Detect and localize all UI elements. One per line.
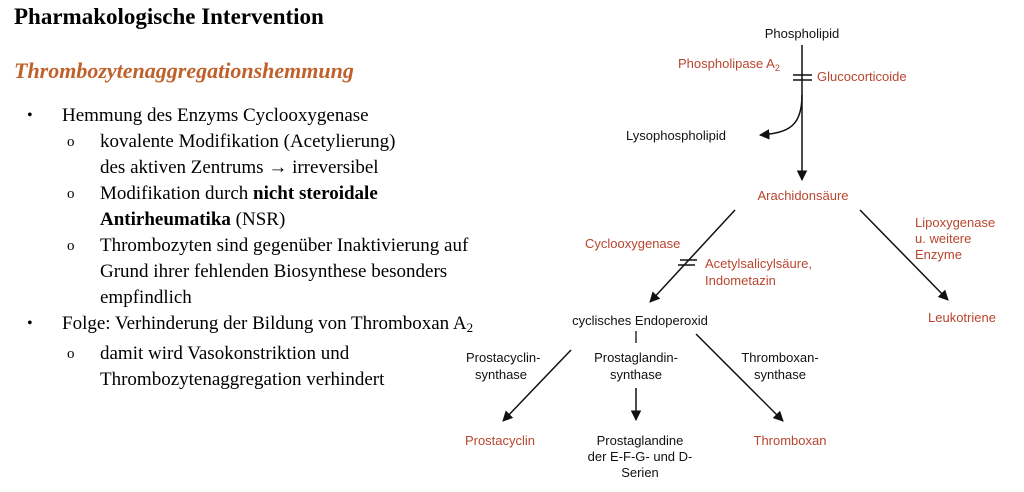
arachidonic-acid-pathway-diagram: Phospholipid Phospholipase A2 Glucocorti… (465, 26, 996, 480)
list-item-text: Folge: Verhinderung der Bildung von Thro… (62, 313, 467, 334)
bullet-list: • Hemmung des Enzyms Cyclooxygenase o ko… (14, 103, 504, 393)
arrow-right-icon: → (268, 157, 288, 178)
node-arachidonsaeure: Arachidonsäure (757, 188, 848, 203)
inhibitor-glucocorticoide: Glucocorticoide (817, 69, 907, 84)
node-endoperoxid: cyclisches Endoperoxid (572, 313, 708, 328)
arrow-to-prostacyclin (502, 349, 572, 422)
list-item-text: kovalente Modifikation (Acetylierung) (100, 131, 396, 152)
section-subtitle: Thrombozytenaggregationshemmung (14, 58, 354, 83)
enzyme-prostaglandin-synthase: Prostaglandin- (594, 350, 678, 365)
sub-list-item: o Thrombozyten sind gegenüber Inaktivier… (14, 233, 504, 311)
sub-list-item: o Modifikation durch nicht steroidale An… (14, 181, 504, 233)
node-prostacyclin: Prostacyclin (465, 433, 535, 448)
sub-list-item: o damit wird Vasokonstriktion und Thromb… (14, 341, 504, 393)
enzyme-thromboxan-synthase: synthase (754, 367, 806, 382)
list-item: • Folge: Verhinderung der Bildung von Th… (14, 311, 504, 341)
page-title: Pharmakologische Intervention (14, 4, 324, 29)
list-item-text: irreversibel (292, 157, 379, 178)
node-prostaglandine: Serien (621, 465, 659, 480)
list-item-text: Thrombozyten sind gegenüber Inaktivierun… (100, 235, 469, 308)
list-item-text: Hemmung des Enzyms Cyclooxygenase (62, 105, 369, 126)
enzyme-prostaglandin-synthase: synthase (610, 367, 662, 382)
node-thromboxan: Thromboxan (754, 433, 827, 448)
list-item-text: des aktiven Zentrums (100, 157, 264, 178)
enzyme-prostacyclin-synthase: Prostacyclin- (466, 350, 540, 365)
bullet-marker: • (27, 315, 33, 332)
subscript: 2 (466, 320, 474, 335)
arrow-to-leukotriene (859, 209, 949, 301)
list-item-text: (NSR) (235, 209, 286, 230)
sub-list-item: o kovalente Modifikation (Acetylierung) … (14, 129, 504, 181)
arrow-to-lysophospholipid (758, 94, 803, 140)
sub-bullet-marker: o (67, 238, 75, 254)
enzyme-lipoxygenase: Enzyme (915, 247, 962, 262)
enzyme-thromboxan-synthase: Thromboxan- (741, 350, 818, 365)
enzyme-lipoxygenase: Lipoxygenase (915, 215, 995, 230)
node-prostaglandine: der E-F-G- und D- (588, 449, 693, 464)
bold-text: Antirheumatika (100, 209, 231, 230)
enzyme-cyclooxygenase: Cyclooxygenase (585, 236, 680, 251)
sub-bullet-marker: o (67, 346, 75, 362)
node-prostaglandine: Prostaglandine (597, 433, 684, 448)
node-leukotriene: Leukotriene (928, 310, 996, 325)
bullet-marker: • (27, 107, 33, 124)
list-item: • Hemmung des Enzyms Cyclooxygenase (14, 103, 504, 129)
arrow-to-thromboxan (695, 333, 784, 422)
list-item-text: Modifikation durch (100, 183, 249, 204)
enzyme-prostacyclin-synthase: synthase (475, 367, 527, 382)
enzyme-phospholipase: Phospholipase A2 (678, 56, 780, 73)
sub-bullet-marker: o (67, 186, 75, 202)
enzyme-lipoxygenase: u. weitere (915, 231, 971, 246)
node-phospholipid: Phospholipid (765, 26, 839, 41)
sub-bullet-marker: o (67, 134, 75, 150)
list-item-text: damit wird Vasokonstriktion und Thromboz… (100, 343, 385, 390)
bold-text: nicht steroidale (253, 183, 378, 204)
arrow-to-endoperoxid (649, 209, 736, 303)
node-lysophospholipid: Lysophospholipid (626, 128, 726, 143)
inhibitor-acetylsalicylsaeure: Acetylsalicylsäure, (705, 256, 812, 271)
inhibitor-indometazin: Indometazin (705, 273, 776, 288)
